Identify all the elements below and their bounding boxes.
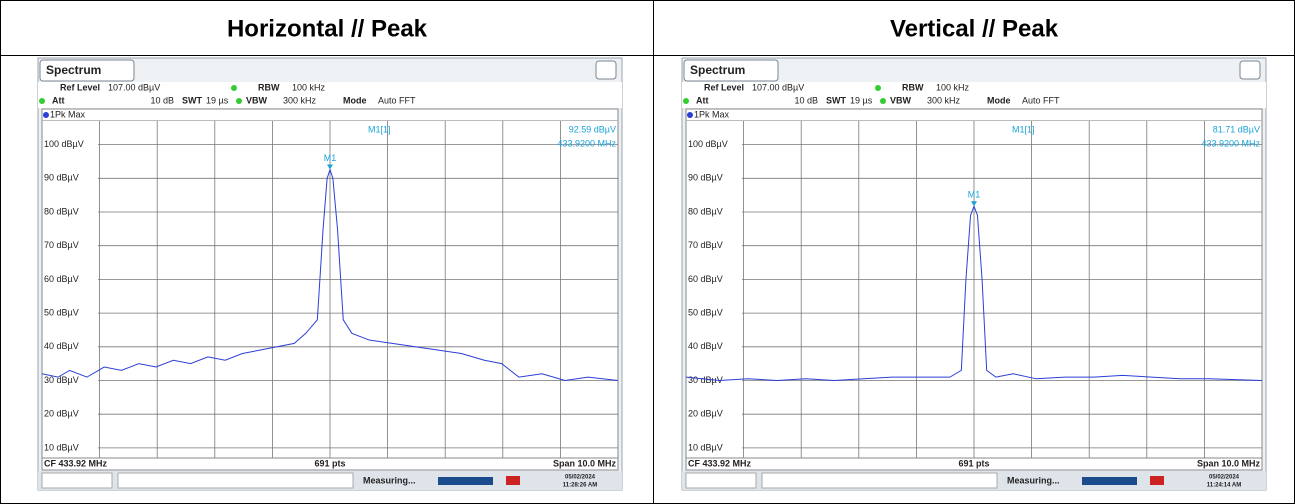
y-tick-label: 30 dBµV bbox=[44, 375, 79, 385]
footer-text: CF 433.92 MHz bbox=[688, 458, 752, 468]
tab bbox=[39, 59, 135, 82]
y-tick-label: 30 dBµV bbox=[688, 375, 723, 385]
footer-text: Span 10.0 MHz bbox=[1197, 458, 1261, 468]
y-tick-label: 100 dBµV bbox=[44, 139, 84, 149]
status-time: 11:28:26 AM bbox=[563, 483, 597, 489]
status-dot bbox=[683, 98, 689, 104]
setting-text: 100 kHz bbox=[292, 82, 326, 92]
setting-text: Mode bbox=[987, 95, 1011, 105]
y-tick-label: 50 dBµV bbox=[688, 307, 723, 317]
y-tick-label: 60 dBµV bbox=[688, 274, 723, 284]
setting-text: 19 µs bbox=[206, 95, 229, 105]
status-dot bbox=[39, 98, 45, 104]
setting-text: 300 kHz bbox=[283, 95, 317, 105]
setting-text: 100 kHz bbox=[936, 82, 970, 92]
footer-bar bbox=[41, 457, 619, 471]
y-tick-label: 40 dBµV bbox=[688, 341, 723, 351]
y-tick-label: 80 dBµV bbox=[44, 206, 79, 216]
setting-text: RBW bbox=[902, 82, 924, 92]
y-tick-label: 40 dBµV bbox=[44, 341, 79, 351]
status-date: 05/02/2024 bbox=[1209, 475, 1240, 481]
y-tick-label: 80 dBµV bbox=[688, 206, 723, 216]
setting-text: VBW bbox=[890, 95, 912, 105]
y-tick-label: 70 dBµV bbox=[44, 240, 79, 250]
setting-text: 300 kHz bbox=[927, 95, 961, 105]
marker-readout-name: M1[1] bbox=[368, 124, 391, 134]
y-tick-label: 50 dBµV bbox=[44, 307, 79, 317]
icon bbox=[1150, 476, 1164, 485]
icon bbox=[506, 476, 520, 485]
status-field bbox=[41, 472, 113, 489]
marker-readout-level: 92.59 dBµV bbox=[569, 124, 616, 134]
settings-area bbox=[38, 82, 622, 108]
setting-text: RBW bbox=[258, 82, 280, 92]
menu-icon bbox=[595, 60, 617, 80]
y-tick-label: 70 dBµV bbox=[688, 240, 723, 250]
marker bbox=[327, 164, 333, 170]
marker-label: M1 bbox=[324, 153, 337, 163]
marker-label: M1 bbox=[968, 190, 981, 200]
y-tick-label: 90 dBµV bbox=[44, 173, 79, 183]
column-header: Vertical // Peak bbox=[890, 15, 1059, 42]
setting-text: Att bbox=[696, 95, 709, 105]
setting-text: 107.00 dBµV bbox=[108, 82, 160, 92]
trace-dot bbox=[43, 112, 49, 118]
settings-area bbox=[682, 82, 1266, 108]
y-tick-label: 20 dBµV bbox=[44, 409, 79, 419]
status-text: Measuring... bbox=[1007, 475, 1060, 485]
marker-readout-level: 81.71 dBµV bbox=[1213, 124, 1260, 134]
menu-icon bbox=[1239, 60, 1261, 80]
tab-label: Spectrum bbox=[690, 63, 745, 77]
trace bbox=[41, 167, 619, 382]
setting-text: VBW bbox=[246, 95, 268, 105]
y-tick-label: 100 dBµV bbox=[688, 139, 728, 149]
tab-label: Spectrum bbox=[46, 63, 101, 77]
status-dot bbox=[231, 85, 237, 91]
marker bbox=[971, 201, 977, 207]
status-dot bbox=[875, 85, 881, 91]
trace-dot bbox=[687, 112, 693, 118]
trace-label: 1Pk Max bbox=[694, 109, 730, 119]
y-tick-label: 90 dBµV bbox=[688, 173, 723, 183]
footer-text: Span 10.0 MHz bbox=[553, 458, 617, 468]
setting-text: SWT bbox=[826, 95, 846, 105]
status-field bbox=[761, 472, 998, 489]
status-text: Measuring... bbox=[363, 475, 416, 485]
footer-text: 691 pts bbox=[958, 458, 989, 468]
setting-text: 10 dB bbox=[150, 95, 174, 105]
setting-text: Ref Level bbox=[60, 82, 100, 92]
setting-text: Auto FFT bbox=[1022, 95, 1060, 105]
footer-bar bbox=[685, 457, 1263, 471]
status-field bbox=[685, 472, 757, 489]
status-date: 05/02/2024 bbox=[565, 475, 596, 481]
y-tick-label: 10 dBµV bbox=[44, 442, 79, 452]
y-tick-label: 10 dBµV bbox=[688, 442, 723, 452]
setting-text: 19 µs bbox=[850, 95, 873, 105]
marker-readout-freq: 433.9200 MHz bbox=[1201, 138, 1260, 148]
setting-text: Ref Level bbox=[704, 82, 744, 92]
setting-text: Mode bbox=[343, 95, 367, 105]
setting-text: 107.00 dBµV bbox=[752, 82, 804, 92]
setting-text: Att bbox=[52, 95, 65, 105]
status-time: 11:24:14 AM bbox=[1207, 483, 1241, 489]
status-field bbox=[117, 472, 354, 489]
marker-readout-freq: 433.9200 MHz bbox=[557, 138, 616, 148]
setting-text: SWT bbox=[182, 95, 202, 105]
setting-text: Auto FFT bbox=[378, 95, 416, 105]
marker-readout-name: M1[1] bbox=[1012, 124, 1035, 134]
column-header: Horizontal // Peak bbox=[227, 15, 428, 42]
y-tick-label: 20 dBµV bbox=[688, 409, 723, 419]
footer-text: CF 433.92 MHz bbox=[44, 458, 108, 468]
trace-label: 1Pk Max bbox=[50, 109, 86, 119]
footer-text: 691 pts bbox=[314, 458, 345, 468]
progress-bar bbox=[1082, 477, 1137, 485]
tab bbox=[683, 59, 779, 82]
progress-bar bbox=[438, 477, 493, 485]
status-dot bbox=[236, 98, 242, 104]
setting-text: 10 dB bbox=[794, 95, 818, 105]
status-dot bbox=[880, 98, 886, 104]
y-tick-label: 60 dBµV bbox=[44, 274, 79, 284]
